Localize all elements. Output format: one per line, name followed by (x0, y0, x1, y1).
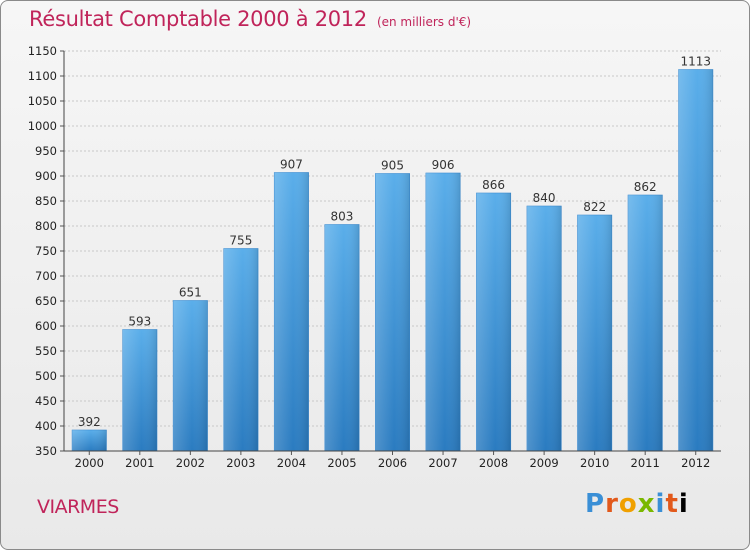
y-tick-label: 350 (35, 444, 57, 458)
bar-shade (526, 206, 562, 451)
x-tick-label: 2009 (529, 456, 558, 470)
bar-2012 (678, 69, 714, 452)
y-tick-label: 500 (35, 369, 57, 383)
y-tick-label: 950 (35, 144, 57, 158)
bar-value-label: 803 (331, 210, 354, 224)
bar-2003 (223, 248, 259, 452)
bar-2001 (122, 329, 158, 452)
x-tick-label: 2000 (75, 456, 104, 470)
x-tick-label: 2012 (681, 456, 710, 470)
bar-2000 (71, 429, 107, 452)
bar-shade (476, 193, 511, 451)
y-tick-label: 400 (35, 419, 57, 433)
y-tick-label: 550 (35, 344, 57, 358)
x-tick-label: 2002 (176, 456, 205, 470)
bar-value-label: 593 (128, 315, 151, 329)
bar-shade (324, 224, 360, 451)
y-tick-label: 900 (35, 169, 57, 183)
bars (71, 69, 714, 452)
chart-title-main: Résultat Comptable 2000 à 2012 (29, 7, 367, 31)
x-tick-label: 2011 (631, 456, 660, 470)
bar-2004 (273, 172, 309, 452)
x-tick-label: 2008 (479, 456, 508, 470)
bar-value-label: 906 (432, 158, 455, 172)
bar-shade (425, 173, 461, 451)
x-tick-label: 2001 (125, 456, 154, 470)
bar-shade (173, 300, 208, 451)
y-tick-label: 1050 (28, 94, 57, 108)
y-tick-label: 450 (35, 394, 57, 408)
bar-shade (375, 173, 410, 451)
bar-2002 (172, 300, 208, 452)
y-tick-label: 1150 (28, 44, 57, 58)
x-tick-label: 2004 (277, 456, 306, 470)
bar-2007 (425, 172, 461, 452)
x-tick-label: 2005 (327, 456, 356, 470)
bar-value-label: 392 (78, 415, 101, 429)
x-tick-label: 2006 (378, 456, 407, 470)
city-name: VIARMES (37, 496, 119, 518)
y-tick-label: 800 (35, 219, 57, 233)
bar-2010 (577, 214, 613, 452)
bar-2008 (476, 192, 512, 452)
bar-shade (628, 195, 663, 451)
bar-2006 (375, 173, 410, 452)
y-tick-label: 750 (35, 244, 57, 258)
y-tick-label: 1100 (28, 69, 57, 83)
bar-value-label: 907 (280, 158, 303, 172)
bar-value-label: 651 (179, 286, 202, 300)
tick-labels: 350 400 450 500 550 600 650 700 750 800 850 900 950 1… (28, 44, 711, 470)
bar-value-label: 840 (533, 191, 556, 205)
bar-value-label: 822 (583, 200, 606, 214)
chart-title-unit: (en milliers d'€) (376, 15, 472, 29)
y-tick-label: 600 (35, 319, 57, 333)
bar-2011 (627, 194, 663, 452)
proxiti-logo: Proxiti (585, 489, 689, 519)
x-tick-label: 2003 (226, 456, 255, 470)
y-tick-label: 1000 (28, 119, 57, 133)
y-tick-label: 650 (35, 294, 57, 308)
bar-value-label: 755 (229, 234, 252, 248)
chart-title: Résultat Comptable 2000 à 2012 (en millie… (29, 7, 471, 31)
bar-shade (122, 329, 157, 451)
x-tick-label: 2007 (428, 456, 457, 470)
bar-2005 (324, 224, 360, 452)
bar-shade (577, 215, 612, 451)
x-tick-label: 2010 (580, 456, 609, 470)
y-tick-label: 850 (35, 194, 57, 208)
y-tick-label: 700 (35, 269, 57, 283)
bar-shade (72, 430, 107, 451)
bar-shade (678, 69, 713, 451)
axes (60, 50, 721, 455)
bar-shade (223, 248, 259, 451)
bar-value-label: 1113 (680, 55, 711, 69)
bar-shade (274, 172, 309, 451)
bar-2009 (526, 205, 562, 452)
bar-value-label: 862 (634, 180, 657, 194)
bar-value-label: 866 (482, 178, 505, 192)
bar-value-label: 905 (381, 159, 404, 173)
